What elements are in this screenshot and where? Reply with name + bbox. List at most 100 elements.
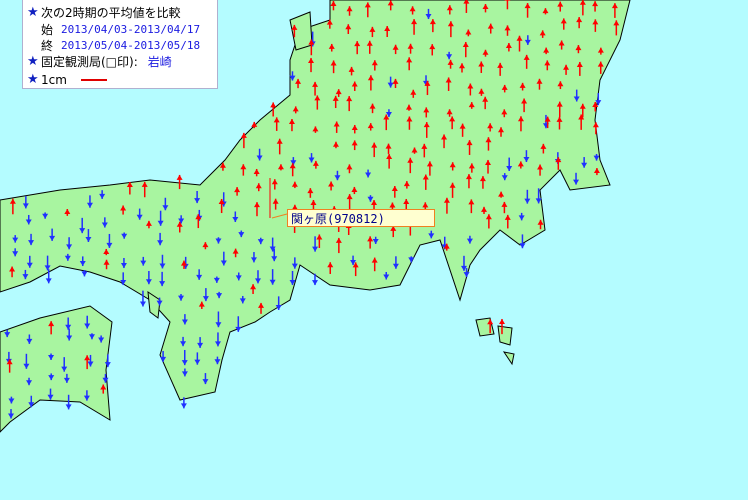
subsidence-vector[interactable] xyxy=(66,328,73,341)
uplift-vector[interactable] xyxy=(516,35,523,52)
uplift-vector[interactable] xyxy=(367,75,374,91)
uplift-vector[interactable] xyxy=(232,248,239,258)
uplift-vector[interactable] xyxy=(497,62,504,76)
uplift-vector[interactable] xyxy=(348,66,355,76)
uplift-vector[interactable] xyxy=(250,284,257,294)
subsidence-vector[interactable] xyxy=(238,230,245,238)
uplift-vector[interactable] xyxy=(485,159,492,174)
uplift-vector[interactable] xyxy=(332,141,339,149)
uplift-vector[interactable] xyxy=(291,181,298,189)
subsidence-vector[interactable] xyxy=(145,271,152,285)
subsidence-vector[interactable] xyxy=(269,237,276,252)
subsidence-vector[interactable] xyxy=(48,353,55,360)
uplift-vector[interactable] xyxy=(308,57,315,73)
uplift-vector[interactable] xyxy=(523,54,530,69)
uplift-vector[interactable] xyxy=(592,1,599,12)
subsidence-vector[interactable] xyxy=(79,217,86,234)
subsidence-vector[interactable] xyxy=(595,93,602,106)
uplift-vector[interactable] xyxy=(219,162,226,171)
uplift-vector[interactable] xyxy=(579,103,586,118)
uplift-vector[interactable] xyxy=(443,197,450,214)
uplift-vector[interactable] xyxy=(369,26,376,38)
uplift-vector[interactable] xyxy=(100,384,107,394)
subsidence-vector[interactable] xyxy=(269,269,276,285)
subsidence-vector[interactable] xyxy=(256,148,263,161)
subsidence-vector[interactable] xyxy=(535,188,542,204)
uplift-vector[interactable] xyxy=(501,201,508,214)
uplift-vector[interactable] xyxy=(557,1,564,12)
subsidence-vector[interactable] xyxy=(8,396,15,404)
uplift-vector[interactable] xyxy=(352,262,359,277)
uplift-vector[interactable] xyxy=(462,41,469,58)
uplift-vector[interactable] xyxy=(202,242,209,250)
uplift-vector[interactable] xyxy=(465,29,472,37)
subsidence-vector[interactable] xyxy=(181,368,188,377)
subsidence-vector[interactable] xyxy=(87,354,94,367)
subsidence-vector[interactable] xyxy=(65,317,72,330)
uplift-vector[interactable] xyxy=(391,185,398,198)
uplift-vector[interactable] xyxy=(308,39,315,56)
uplift-vector[interactable] xyxy=(403,181,410,189)
uplift-vector[interactable] xyxy=(84,355,91,370)
uplift-vector[interactable] xyxy=(501,84,508,93)
subsidence-vector[interactable] xyxy=(157,210,164,226)
subsidence-vector[interactable] xyxy=(257,237,264,245)
subsidence-vector[interactable] xyxy=(518,212,525,221)
uplift-vector[interactable] xyxy=(64,208,71,216)
uplift-vector[interactable] xyxy=(485,214,492,229)
uplift-vector[interactable] xyxy=(6,359,13,373)
uplift-vector[interactable] xyxy=(468,199,475,214)
uplift-vector[interactable] xyxy=(234,187,241,196)
uplift-vector[interactable] xyxy=(556,101,563,118)
uplift-vector[interactable] xyxy=(517,161,524,169)
subsidence-vector[interactable] xyxy=(428,230,435,239)
uplift-vector[interactable] xyxy=(9,198,16,215)
uplift-vector[interactable] xyxy=(385,143,392,154)
uplift-vector[interactable] xyxy=(537,164,544,176)
uplift-vector[interactable] xyxy=(449,116,456,130)
uplift-vector[interactable] xyxy=(429,44,436,56)
subsidence-vector[interactable] xyxy=(460,255,467,271)
uplift-vector[interactable] xyxy=(447,59,454,69)
subsidence-vector[interactable] xyxy=(26,334,33,344)
subsidence-vector[interactable] xyxy=(334,170,341,181)
uplift-vector[interactable] xyxy=(180,260,187,269)
uplift-vector[interactable] xyxy=(443,243,450,251)
subsidence-vector[interactable] xyxy=(573,172,580,185)
uplift-vector[interactable] xyxy=(487,123,494,132)
uplift-vector[interactable] xyxy=(384,26,391,37)
subsidence-vector[interactable] xyxy=(106,233,113,248)
subsidence-vector[interactable] xyxy=(202,373,209,385)
subsidence-vector[interactable] xyxy=(214,356,221,365)
uplift-vector[interactable] xyxy=(597,47,604,55)
uplift-vector[interactable] xyxy=(537,219,544,230)
subsidence-vector[interactable] xyxy=(121,232,128,239)
uplift-vector[interactable] xyxy=(485,137,492,151)
uplift-vector[interactable] xyxy=(498,191,505,198)
subsidence-vector[interactable] xyxy=(235,272,242,281)
subsidence-vector[interactable] xyxy=(26,255,33,268)
subsidence-vector[interactable] xyxy=(220,251,227,266)
uplift-vector[interactable] xyxy=(103,248,110,256)
subsidence-vector[interactable] xyxy=(372,236,379,244)
uplift-vector[interactable] xyxy=(371,60,378,71)
subsidence-vector[interactable] xyxy=(81,270,88,277)
subsidence-vector[interactable] xyxy=(136,208,143,220)
uplift-vector[interactable] xyxy=(328,181,335,191)
uplift-vector[interactable] xyxy=(312,126,319,133)
subsidence-vector[interactable] xyxy=(181,349,188,366)
subsidence-vector[interactable] xyxy=(216,291,223,299)
uplift-vector[interactable] xyxy=(351,81,358,91)
subsidence-vector[interactable] xyxy=(275,296,282,310)
subsidence-vector[interactable] xyxy=(25,214,32,225)
uplift-vector[interactable] xyxy=(310,199,317,210)
uplift-vector[interactable] xyxy=(446,109,453,117)
subsidence-vector[interactable] xyxy=(156,297,163,306)
uplift-vector[interactable] xyxy=(465,174,472,189)
uplift-vector[interactable] xyxy=(312,160,319,169)
uplift-vector[interactable] xyxy=(258,302,265,314)
uplift-vector[interactable] xyxy=(330,60,337,74)
subsidence-vector[interactable] xyxy=(120,257,127,269)
uplift-vector[interactable] xyxy=(411,147,418,154)
